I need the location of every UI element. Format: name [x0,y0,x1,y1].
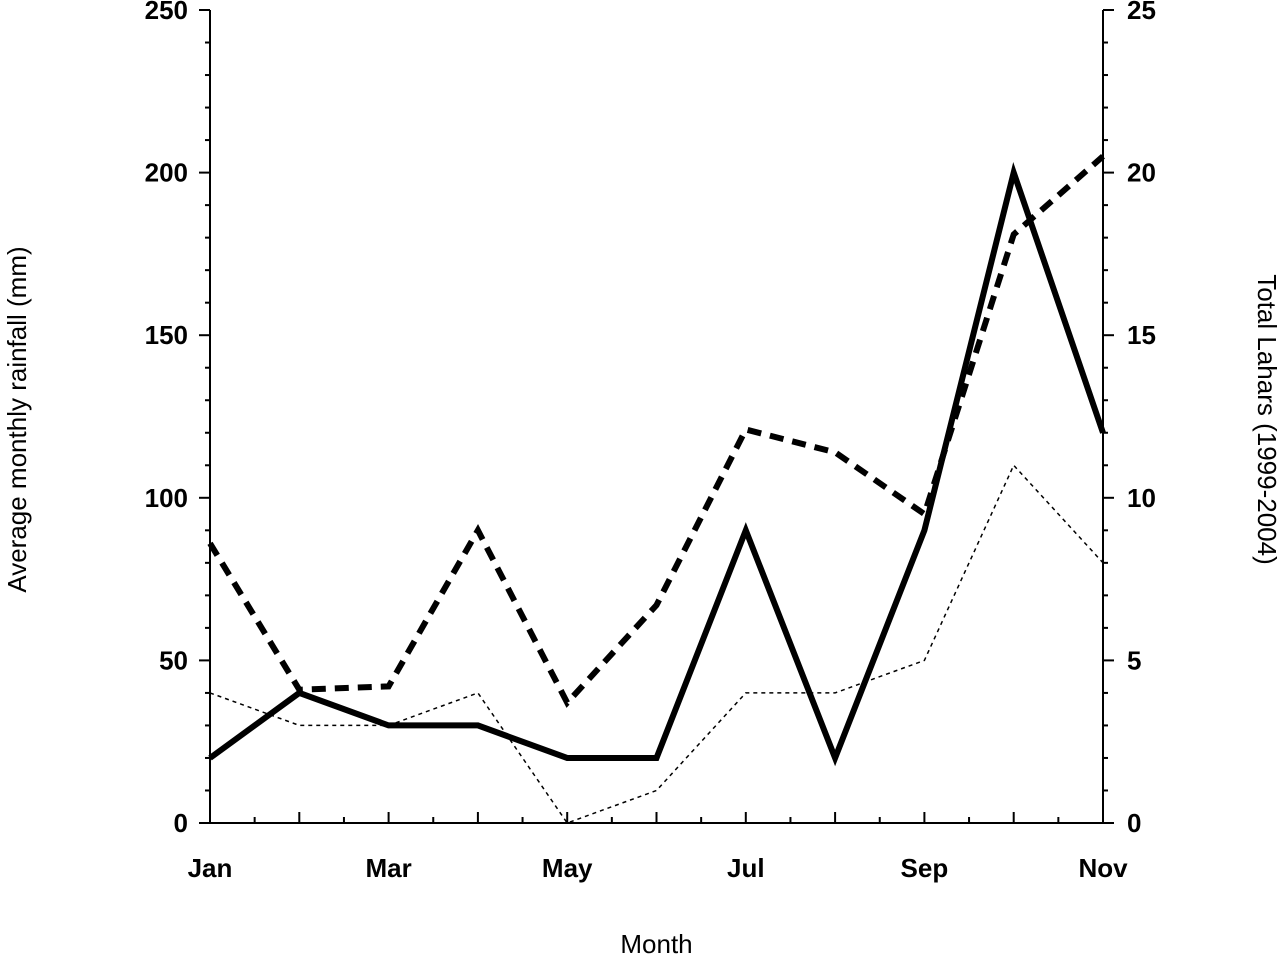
y-right-tick-label: 10 [1127,483,1156,513]
y-left-tick-label: 250 [145,0,188,25]
x-tick-label: Sep [901,853,949,883]
x-tick-label: Mar [365,853,411,883]
y-left-tick-label: 0 [174,808,188,838]
y-left-tick-label: 50 [159,645,188,675]
series-line-solid-thick [208,162,1106,767]
x-axis-title: Month [620,929,692,956]
y-right-tick-label: 15 [1127,320,1156,350]
y-right-tick-label: 5 [1127,645,1141,675]
y-left-tick-label: 200 [145,158,188,188]
series-line-dashed-thick [207,154,1105,708]
x-tick-label: Jul [727,853,765,883]
series-group [207,154,1106,824]
x-tick-label: Jan [188,853,233,883]
y-right-tick-label: 20 [1127,158,1156,188]
axes [199,9,1114,824]
y-left-tick-label: 150 [145,320,188,350]
y-right-tick-label: 0 [1127,808,1141,838]
x-tick-label: Nov [1078,853,1128,883]
series-line-dotted-thin [209,463,1104,824]
y-left-tick-label: 100 [145,483,188,513]
y-right-tick-label: 25 [1127,0,1156,25]
x-tick-label: May [542,853,593,883]
tick-labels: 0 50 100 150 200 250 0 5 10 15 20 25 Jan Mar May Jul Sep… [145,0,1156,883]
y-axis-title-left: Average monthly rainfall (mm) [2,246,32,592]
y-axis-title-right: Total Lahars (1999-2004) [1252,274,1280,565]
